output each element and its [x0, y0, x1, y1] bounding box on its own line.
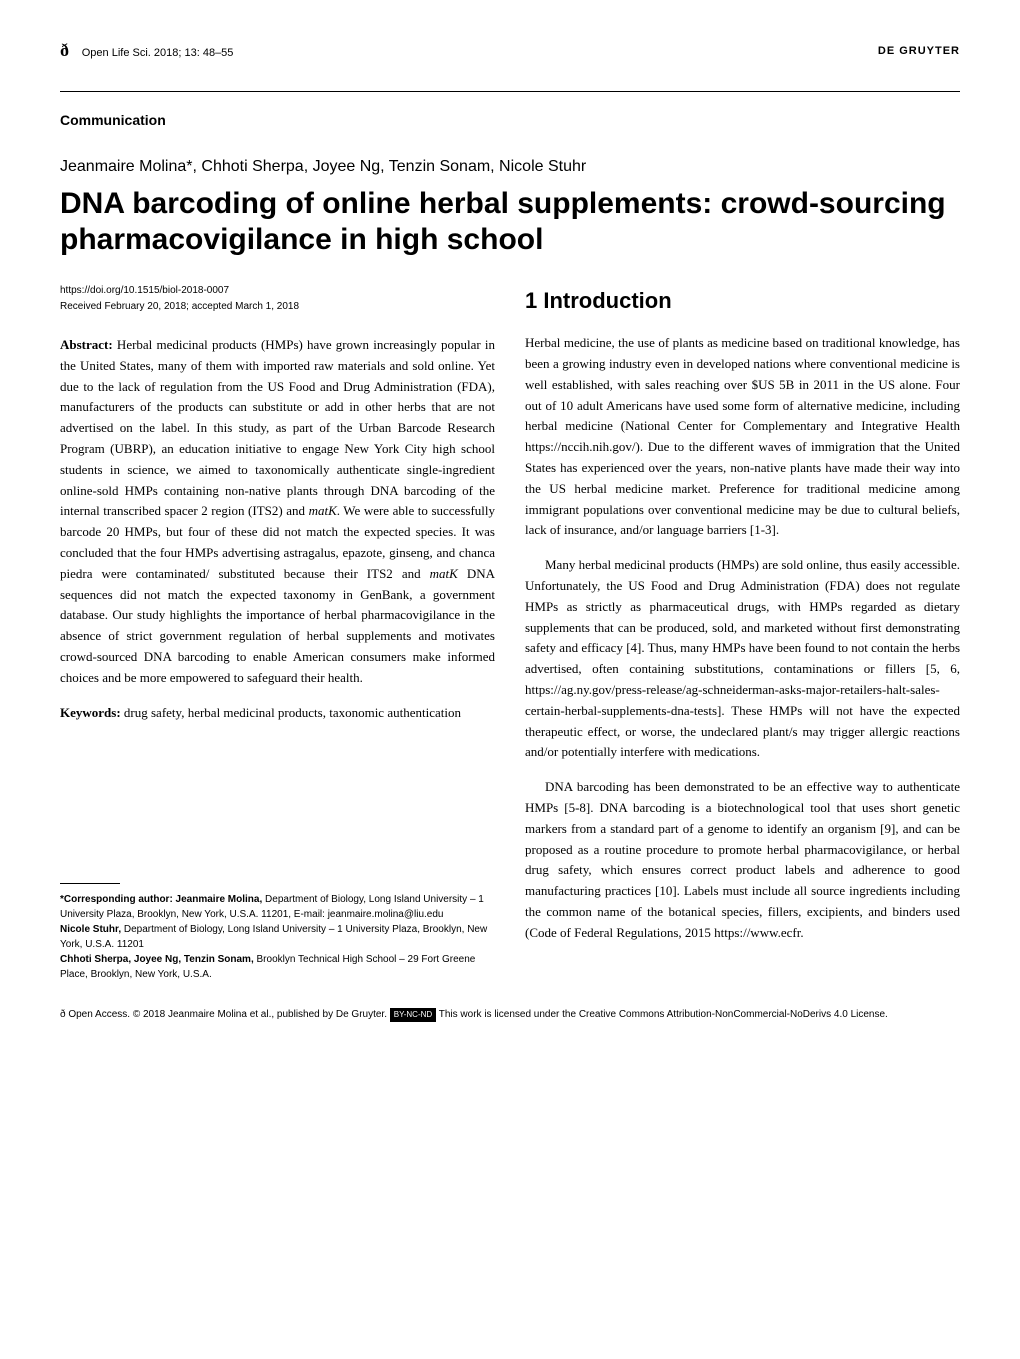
stuhr-footnote: Nicole Stuhr, Department of Biology, Lon…	[60, 922, 495, 952]
keywords-text: drug safety, herbal medicinal products, …	[121, 705, 461, 720]
license-text-1: Open Access. © 2018 Jeanmaire Molina et …	[66, 1009, 390, 1020]
corresponding-author-label: *Corresponding author: Jeanmaire Molina,	[60, 894, 262, 905]
page-header: ð Open Life Sci. 2018; 13: 48–55 DE GRUY…	[60, 40, 960, 61]
keywords-label: Keywords:	[60, 705, 121, 720]
abstract-label: Abstract:	[60, 337, 113, 352]
corresponding-author-footnote: *Corresponding author: Jeanmaire Molina,…	[60, 892, 495, 922]
others-label: Chhoti Sherpa, Joyee Ng, Tenzin Sonam,	[60, 954, 254, 965]
received-accepted-dates: Received February 20, 2018; accepted Mar…	[60, 299, 495, 315]
intro-para-3: DNA barcoding has been demonstrated to b…	[525, 777, 960, 943]
article-title: DNA barcoding of online herbal supplemen…	[60, 186, 960, 258]
open-access-icon: ð	[60, 40, 69, 61]
intro-para-2: Many herbal medicinal products (HMPs) ar…	[525, 555, 960, 763]
article-type-label: Communication	[60, 112, 960, 128]
abstract-text-1: Herbal medicinal products (HMPs) have gr…	[60, 337, 495, 518]
license-footer: ð Open Access. © 2018 Jeanmaire Molina e…	[60, 1007, 960, 1022]
matk-italic-1: matK	[309, 503, 337, 518]
authors-line: Jeanmaire Molina*, Chhoti Sherpa, Joyee …	[60, 158, 960, 176]
stuhr-text: Department of Biology, Long Island Unive…	[60, 924, 487, 950]
journal-reference: Open Life Sci. 2018; 13: 48–55	[82, 47, 234, 59]
header-separator	[60, 91, 960, 92]
license-text-2: This work is licensed under the Creative…	[436, 1009, 888, 1020]
header-left: ð Open Life Sci. 2018; 13: 48–55	[60, 40, 233, 61]
stuhr-label: Nicole Stuhr,	[60, 924, 121, 935]
publisher-name: DE GRUYTER	[878, 45, 960, 57]
left-column: https://doi.org/10.1515/biol-2018-0007 R…	[60, 283, 495, 982]
abstract-text-3: DNA sequences did not match the expected…	[60, 566, 495, 685]
doi-received-block: https://doi.org/10.1515/biol-2018-0007 R…	[60, 283, 495, 315]
abstract-paragraph: Abstract: Herbal medicinal products (HMP…	[60, 335, 495, 689]
introduction-heading: 1 Introduction	[525, 283, 960, 318]
intro-para-1: Herbal medicine, the use of plants as me…	[525, 333, 960, 541]
cc-badge-icon: BY-NC-ND	[390, 1008, 436, 1022]
keywords-paragraph: Keywords: drug safety, herbal medicinal …	[60, 703, 495, 724]
footnote-separator	[60, 883, 120, 884]
doi-link: https://doi.org/10.1515/biol-2018-0007	[60, 283, 495, 299]
others-footnote: Chhoti Sherpa, Joyee Ng, Tenzin Sonam, B…	[60, 952, 495, 982]
two-column-layout: https://doi.org/10.1515/biol-2018-0007 R…	[60, 283, 960, 982]
footnote-block: *Corresponding author: Jeanmaire Molina,…	[60, 892, 495, 982]
matk-italic-2: matK	[430, 566, 458, 581]
right-column: 1 Introduction Herbal medicine, the use …	[525, 283, 960, 982]
